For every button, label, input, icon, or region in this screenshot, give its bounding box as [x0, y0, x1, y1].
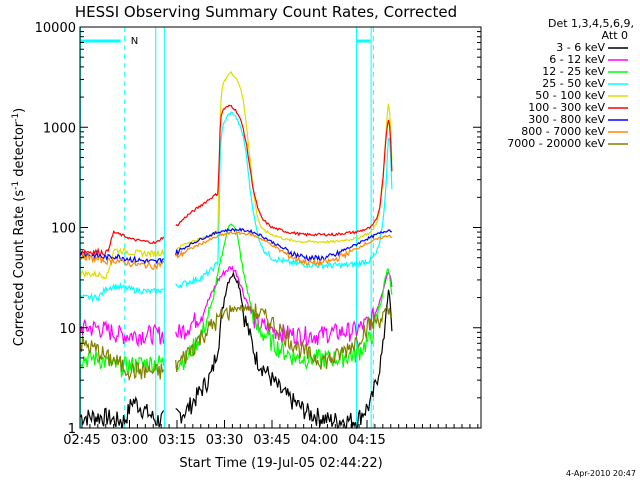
x-tick-label-5: 04:00	[301, 433, 338, 448]
x-tick-label-0: 02:45	[63, 433, 100, 448]
x-axis-label: Start Time (19-Jul-05 02:44:22)	[179, 456, 382, 471]
legend-label-2: 12 - 25 keV	[542, 65, 605, 78]
legend-label-1: 6 - 12 keV	[549, 53, 605, 66]
legend-label-4: 50 - 100 keV	[535, 89, 605, 102]
y-tick-label-3: 10	[59, 322, 76, 337]
y-tick-label-0: 10000	[35, 21, 76, 36]
y-axis-ticks: 10000 1000 100 10 1	[35, 21, 481, 437]
y-axis-label: Corrected Count Rate (s-1 detector-1)	[11, 108, 27, 346]
series-line-5	[80, 104, 393, 257]
legend-label-8: 7000 - 20000 keV	[507, 137, 605, 150]
footer-timestamp: 4-Apr-2010 20:47	[566, 469, 636, 478]
x-axis-ticks: 02:45 03:00 03:15 03:30 03:45 04:00 04:15	[63, 420, 479, 448]
x-tick-label-2: 03:15	[158, 433, 195, 448]
y-tick-label-2: 100	[51, 222, 76, 237]
x-tick-label-6: 04:15	[348, 433, 385, 448]
series-line-3	[79, 111, 393, 303]
series-line-8	[79, 303, 393, 382]
x-tick-label-1: 03:00	[111, 433, 148, 448]
y-tick-label-4: 1	[68, 422, 76, 437]
chart-title: HESSI Observing Summary Count Rates, Cor…	[75, 3, 457, 21]
series-line-2	[79, 223, 393, 379]
legend-label-3: 25 - 50 keV	[542, 77, 605, 90]
legend-header-2: Att 0	[602, 29, 628, 42]
series-line-7	[80, 230, 392, 270]
saa-marker-label: N	[131, 36, 138, 47]
y-tick-label-1: 1000	[43, 121, 76, 136]
x-tick-label-3: 03:30	[206, 433, 243, 448]
legend-label-6: 300 - 800 keV	[528, 113, 605, 126]
legend-label-7: 800 - 7000 keV	[521, 125, 605, 138]
x-tick-label-4: 03:45	[253, 433, 290, 448]
legend-label-0: 3 - 6 keV	[556, 41, 605, 54]
legend-label-5: 100 - 300 keV	[528, 101, 605, 114]
legend-header-1: Det 1,3,4,5,6,9,	[548, 17, 634, 30]
